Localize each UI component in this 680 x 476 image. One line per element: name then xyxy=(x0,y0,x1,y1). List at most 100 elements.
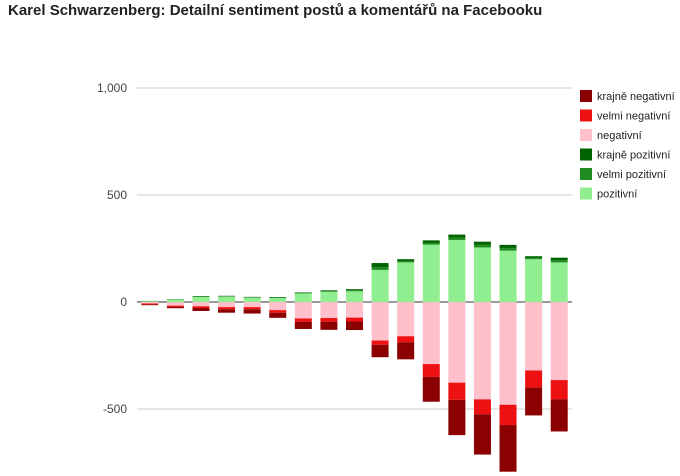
bar-segment xyxy=(397,336,415,343)
bar-segment xyxy=(422,240,440,243)
bar-segment xyxy=(371,269,389,302)
bar-segment xyxy=(346,291,363,302)
bar-segment xyxy=(141,303,159,305)
bars xyxy=(141,234,568,472)
bar-segment xyxy=(422,302,440,365)
bar-segment xyxy=(473,399,491,415)
bar-segment xyxy=(346,317,363,322)
bar-segment xyxy=(166,306,184,309)
bar-segment xyxy=(269,297,287,302)
bar-segment xyxy=(499,425,517,472)
bar-segment xyxy=(141,302,159,304)
bar-segment xyxy=(550,262,568,302)
bar-segment xyxy=(346,321,363,331)
bar-segment xyxy=(550,260,568,263)
bar-segment xyxy=(320,321,338,330)
legend-swatch xyxy=(580,187,592,200)
bar-segment xyxy=(525,387,543,416)
bar-segment xyxy=(499,250,517,302)
bar-segment xyxy=(320,290,338,292)
y-tick-label: 500 xyxy=(107,188,127,202)
bar-segment xyxy=(448,239,466,302)
bar-segment xyxy=(448,399,466,436)
bar-segment xyxy=(346,302,363,318)
legend-swatch xyxy=(580,148,592,161)
bar-segment xyxy=(550,399,568,432)
legend-label: krajně negativní xyxy=(597,91,675,103)
bar-segment xyxy=(397,261,415,263)
bar-segment xyxy=(397,302,415,337)
bar-segment xyxy=(499,404,517,426)
bar-segment xyxy=(166,299,184,302)
bar-segment xyxy=(218,302,236,308)
bar-segment xyxy=(192,296,210,302)
legend-label: velmi negativní xyxy=(597,111,670,123)
bar-segment xyxy=(346,290,363,292)
bar-segment xyxy=(192,302,210,307)
bar-segment xyxy=(320,318,338,322)
bar-segment xyxy=(448,302,466,383)
bar-segment xyxy=(243,297,261,302)
legend-swatch xyxy=(580,90,592,102)
bar-segment xyxy=(473,244,491,248)
bar-segment xyxy=(397,259,415,262)
bar-segment xyxy=(422,376,440,402)
bar-segment xyxy=(422,242,440,245)
legend-swatch xyxy=(580,129,592,141)
bar-segment xyxy=(499,302,517,405)
bar-segment xyxy=(422,244,440,302)
bar-segment xyxy=(243,302,261,308)
bar-segment xyxy=(371,302,389,341)
bar-segment xyxy=(525,302,543,371)
y-tick-label: -500 xyxy=(103,402,127,416)
legend-label: pozitivní xyxy=(597,189,637,201)
bar-segment xyxy=(192,307,210,311)
bar-segment xyxy=(525,256,543,258)
bar-segment xyxy=(141,301,159,302)
bar-segment xyxy=(473,241,491,245)
bar-segment xyxy=(320,302,338,319)
bar-segment xyxy=(294,293,312,302)
bar-segment xyxy=(269,302,287,311)
bar-segment xyxy=(218,296,236,302)
bar-segment xyxy=(192,306,210,308)
bar-segment xyxy=(218,309,236,313)
bar-segment xyxy=(166,305,184,307)
bar-segment xyxy=(525,257,543,260)
y-axis-ticks: 1,000 500 0 -500 xyxy=(97,81,127,416)
bar-segment xyxy=(294,302,312,319)
bar-segment xyxy=(397,262,415,302)
bar-segment xyxy=(294,292,312,294)
bar-segment xyxy=(422,364,440,377)
bar-segment xyxy=(499,248,517,251)
y-tick-label: 1,000 xyxy=(97,81,127,95)
bar-segment xyxy=(294,321,312,329)
bar-segment xyxy=(166,302,184,306)
bar-segment xyxy=(473,414,491,455)
bar-segment xyxy=(448,234,466,238)
bar-segment xyxy=(243,307,261,310)
bar-segment xyxy=(269,310,287,313)
bar-segment xyxy=(371,263,389,268)
bar-segment xyxy=(320,290,338,291)
bar-segment xyxy=(371,267,389,270)
y-tick-label: 0 xyxy=(120,295,127,309)
bar-segment xyxy=(371,340,389,345)
bar-segment xyxy=(294,318,312,322)
bar-segment xyxy=(218,307,236,310)
bar-segment xyxy=(499,244,517,249)
legend: krajně negativní velmi negativní negativní… xyxy=(580,90,675,201)
legend-label: krajně pozitivní xyxy=(597,150,670,162)
bar-segment xyxy=(473,247,491,302)
bar-segment xyxy=(397,342,415,360)
bar-segment xyxy=(346,289,363,291)
legend-swatch xyxy=(580,109,592,122)
bar-segment xyxy=(320,291,338,302)
legend-swatch xyxy=(580,168,592,180)
bar-segment xyxy=(473,302,491,400)
bar-segment xyxy=(448,237,466,240)
legend-label: negativní xyxy=(597,130,642,142)
bar-segment xyxy=(550,380,568,400)
bar-segment xyxy=(371,344,389,358)
